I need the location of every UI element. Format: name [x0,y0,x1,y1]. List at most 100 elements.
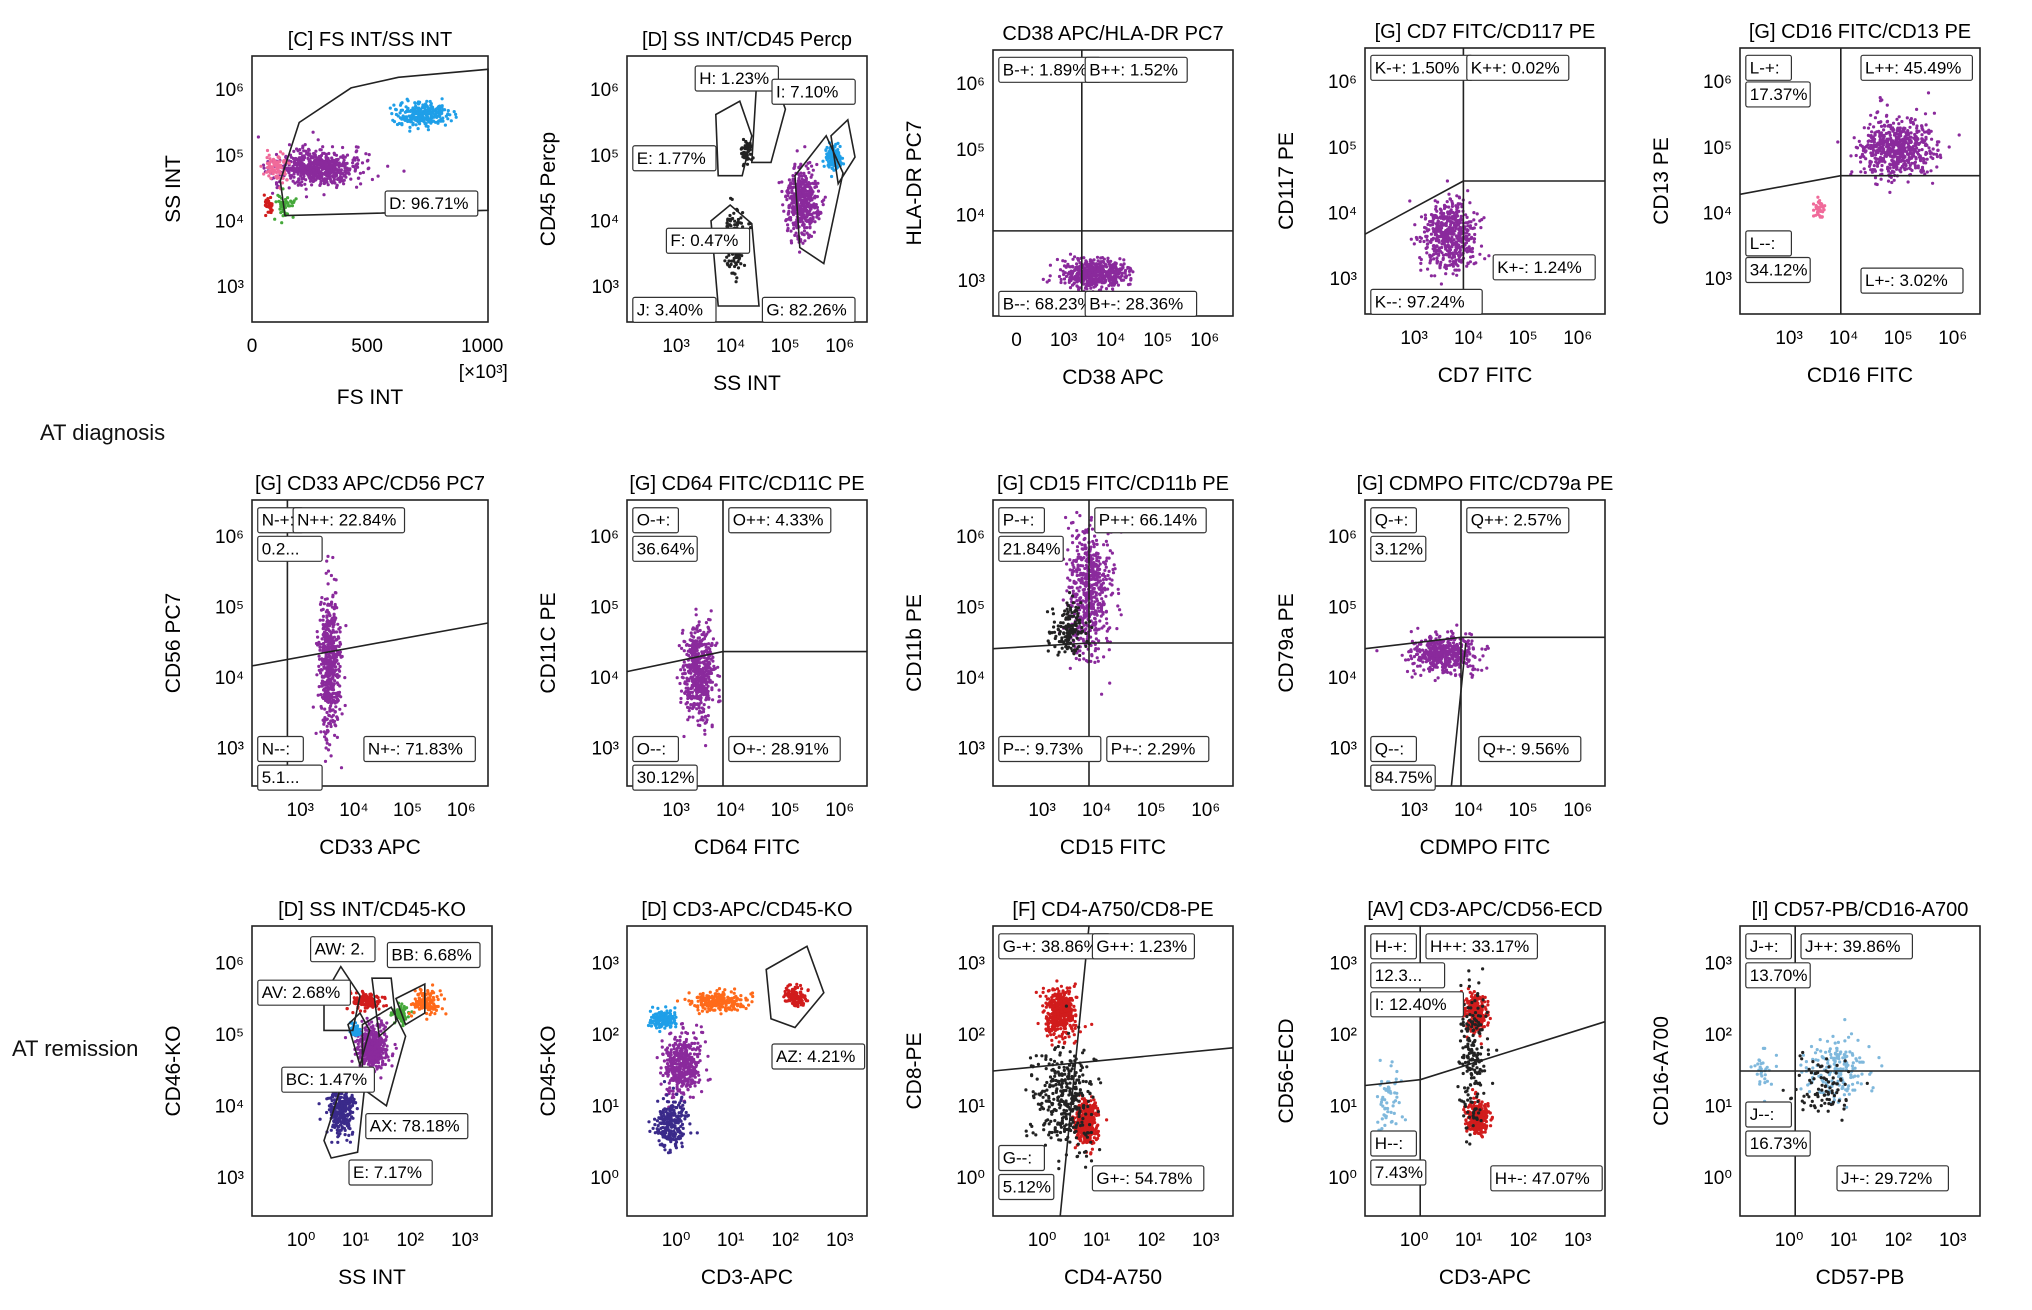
gate-label-text: K++: 0.02% [1471,58,1560,77]
event-dot [789,218,793,222]
event-dot [271,172,275,176]
event-dot [286,201,290,205]
gate-label-box [1745,256,1811,284]
event-dot [1904,140,1908,145]
event-dot [780,189,784,194]
chart-title: [G] CD33 APC/CD56 PC7 [255,473,485,495]
y-tick-label: 10⁶ [1328,72,1357,93]
event-dot [319,671,323,675]
event-dot [1947,145,1951,149]
event-dot [1882,140,1886,144]
event-dot [1068,252,1073,256]
event-dot [321,623,325,627]
event-dot [804,164,808,168]
event-dot [327,677,331,682]
event-dot [1814,205,1818,209]
event-dot [1094,276,1098,280]
gate-polygon [279,68,489,217]
event-dot [1077,589,1081,593]
event-dot [705,690,709,694]
event-dot [817,217,821,221]
event-dot [695,639,699,643]
event-dot [325,696,330,700]
event-dot [739,216,743,220]
event-dot [264,213,268,218]
event-dot [1457,250,1461,254]
gate-label-text: 36.64% [637,539,695,558]
event-dot [315,176,319,180]
event-dot [438,113,442,117]
event-dot [730,259,734,263]
event-dot [1938,153,1942,157]
event-dot [689,703,693,707]
event-dot [710,643,714,647]
event-dot [840,156,845,160]
event-dot [1115,280,1119,284]
event-dot [690,647,695,652]
event-dot [309,163,313,167]
gate-label-text: B-+: 1.89% [1003,60,1088,79]
gate-label-text: F: 0.47% [670,231,738,250]
event-dot [1903,147,1907,151]
event-dot [332,622,336,627]
event-dot [299,174,303,178]
event-dot [1920,140,1924,144]
event-dot [1464,235,1468,239]
event-dot [680,675,684,679]
event-dot [446,109,450,113]
event-dot [418,111,422,115]
panel-cd38-apc-hla-dr-pc7: CD38 APC/HLA-DR PC7 B-+: 1.89% B++: 1.52% B… [883,10,1263,396]
gate-label: K--: 97.24% [1370,288,1483,315]
event-dot [326,700,330,704]
event-dot [1487,254,1491,258]
event-dot [299,157,303,161]
gate-label: O+-: 28.91% [728,735,841,763]
event-dot [1875,164,1880,168]
event-dot [1871,148,1876,152]
event-dot [1908,145,1912,149]
event-dot [1409,237,1413,241]
panel-g-cd7-fitc-cd117-pe: [G] CD7 FITC/CD117 PE K-+: 1.50% K++: 0.02… [1255,8,1635,394]
event-dot [704,744,708,748]
event-dot [1428,259,1432,263]
event-dot [1447,215,1451,220]
event-dot [345,153,350,157]
event-dot [1467,238,1471,242]
event-dot [1457,255,1461,259]
event-dot [328,614,332,618]
event-dot [1414,235,1418,240]
gate-label: O-+: [632,507,679,534]
event-cluster [1811,195,1827,219]
event-dot [1854,153,1858,158]
event-dot [810,173,814,177]
event-dot [699,642,703,646]
event-dot [1863,170,1867,175]
event-dot [338,180,342,184]
event-dot [318,645,322,649]
plot-frame [251,499,489,787]
event-dot [1817,207,1821,211]
event-dot [790,198,794,202]
event-dot [342,174,346,178]
event-dot [1885,120,1889,124]
event-dot [697,706,701,710]
event-dot [285,178,289,182]
gate-label-box [1370,288,1483,315]
event-dot [830,162,834,166]
y-tick-label: 10⁶ [590,527,619,548]
gate-label-box [632,507,679,534]
event-dot [357,176,361,180]
event-dot [321,659,325,663]
event-dot [332,682,336,686]
event-dot [324,161,328,165]
event-dot [267,174,271,178]
event-dot [325,174,329,178]
event-dot [1058,268,1063,272]
event-dot [1459,232,1463,236]
event-dot [304,187,308,191]
event-dot [798,192,802,196]
event-dot [1894,150,1898,154]
event-dot [332,654,336,658]
x-tick-label: 10⁴ [339,800,368,821]
event-dot [1457,209,1461,213]
